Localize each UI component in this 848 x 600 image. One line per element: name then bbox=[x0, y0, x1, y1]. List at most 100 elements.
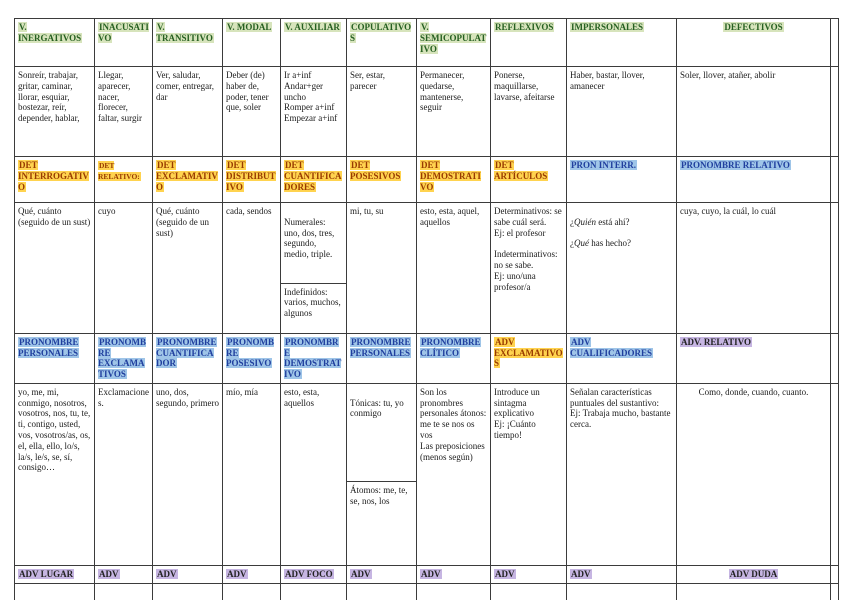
verb-type-label: V. MODAL bbox=[226, 22, 273, 32]
content-cell: Llegar, aparecer, nacer, florecer, falta… bbox=[94, 66, 153, 157]
empty-cell bbox=[830, 18, 839, 67]
content-cell: mi, tu, su bbox=[346, 202, 417, 334]
split-bottom: Indefinidos: varios, muchos, algunos bbox=[281, 282, 346, 322]
adv-type-label: ADV FOCO bbox=[284, 568, 334, 579]
empty-cell bbox=[830, 156, 839, 203]
det-type-label: DET DISTRIBUTIVO bbox=[226, 160, 276, 192]
content-cell: Ser, estar, parecer bbox=[346, 66, 417, 157]
text-fragment: ¿ bbox=[570, 238, 574, 249]
text-fragment-italic: Qué bbox=[574, 238, 589, 249]
adv-type-label: ADV bbox=[494, 568, 516, 579]
empty-cell bbox=[830, 66, 839, 157]
content-cell: Exclamaciones. bbox=[94, 382, 153, 566]
empty-cell bbox=[94, 582, 153, 600]
text-fragment: ¿ bbox=[570, 216, 574, 227]
adv-type-label: ADV CUALIFICADORES bbox=[570, 336, 654, 358]
empty-cell bbox=[566, 582, 677, 600]
header-cell: DET EXCLAMATIVO bbox=[152, 156, 223, 203]
header-cell: ADV FOCO bbox=[280, 564, 347, 584]
content-cell: Son los pronombres personales átonos: me… bbox=[416, 382, 491, 566]
header-cell: IMPERSONALES bbox=[566, 18, 677, 67]
header-cell: V. SEMICOPULATIVO bbox=[416, 18, 491, 67]
verb-type-label: V. TRANSITIVO bbox=[156, 22, 214, 43]
header-cell: PRONOMBRE CLÍTICO bbox=[416, 332, 491, 384]
header-cell: DET POSESIVOS bbox=[346, 156, 417, 203]
content-cell: Deber (de) haber de, poder, tener que, s… bbox=[222, 66, 281, 157]
header-cell: DET INTERROGATIVO bbox=[14, 156, 95, 203]
header-cell: ADV. RELATIVO bbox=[676, 332, 831, 384]
pron-type-label: PRONOMBRE CUANTIFICADOR bbox=[156, 336, 217, 369]
verb-type-label: V. AUXILIAR bbox=[284, 22, 341, 32]
verb-type-label: DEFECTIVOS bbox=[723, 22, 784, 32]
text-fragment: has hecho? bbox=[589, 238, 631, 249]
content-cell: Qué, cuánto (seguido de un sust) bbox=[152, 202, 223, 334]
empty-cell bbox=[830, 202, 839, 334]
header-cell: ADV EXCLAMATIVOS bbox=[490, 332, 567, 384]
content-cell: Ver, saludar, comer, entregar, dar bbox=[152, 66, 223, 157]
header-cell: DET DEMOSTRATIVO bbox=[416, 156, 491, 203]
content-cell: cuyo bbox=[94, 202, 153, 334]
header-cell: ADV bbox=[152, 564, 223, 584]
question-line: ¿Quién está ahí? bbox=[570, 217, 673, 228]
header-cell: DEFECTIVOS bbox=[676, 18, 831, 67]
adv-type-label: ADV EXCLAMATIVOS bbox=[494, 336, 563, 369]
grammar-table: V. INERGATIVOS INACUSATIVO V. TRANSITIVO… bbox=[14, 18, 839, 600]
header-cell: PRONOMBRE DEMOSTRATIVO bbox=[280, 332, 347, 384]
det-type-label: DET RELATIVO: bbox=[98, 161, 141, 181]
header-cell: ADV bbox=[94, 564, 153, 584]
adv-type-label: ADV bbox=[98, 568, 120, 579]
content-cell: Permanecer, quedarse, mantenerse, seguir bbox=[416, 66, 491, 157]
det-type-label: DET DEMOSTRATIVO bbox=[420, 160, 481, 192]
question-line: ¿Qué has hecho? bbox=[570, 238, 673, 249]
content-cell: Soler, llover, atañer, abolir bbox=[676, 66, 831, 157]
det-type-label: DET POSESIVOS bbox=[350, 160, 402, 181]
empty-cell bbox=[830, 582, 839, 600]
header-cell: V. MODAL bbox=[222, 18, 281, 67]
header-cell: COPULATIVOS bbox=[346, 18, 417, 67]
verb-type-label: COPULATIVOS bbox=[350, 22, 412, 43]
empty-cell bbox=[346, 582, 417, 600]
content-cell: Como, donde, cuando, cuanto. bbox=[676, 382, 831, 566]
content-cell: Ir a+inf Andar+ger uncho Romper a+inf Em… bbox=[280, 66, 347, 157]
header-cell: ADV bbox=[416, 564, 491, 584]
header-cell: ADV CUALIFICADORES bbox=[566, 332, 677, 384]
header-cell: DET ARTÍCULOS bbox=[490, 156, 567, 203]
adv-type-label: ADV bbox=[420, 568, 442, 579]
header-cell: PRONOMBRE POSESIVO bbox=[222, 332, 281, 384]
empty-cell bbox=[830, 382, 839, 566]
verb-type-label: V. INERGATIVOS bbox=[18, 22, 83, 43]
content-cell-split: Tónicas: tu, yo conmigo Átomos: me, te, … bbox=[346, 382, 417, 566]
header-cell: ADV DUDA bbox=[676, 564, 831, 584]
content-cell: mío, mía bbox=[222, 382, 281, 566]
header-cell: ADV bbox=[346, 564, 417, 584]
header-cell: DET DISTRIBUTIVO bbox=[222, 156, 281, 203]
pron-type-label: PRON INTERR. bbox=[570, 160, 638, 170]
adv-type-label: ADV. RELATIVO bbox=[680, 336, 753, 347]
content-cell: yo, me, mi, conmigo, nosotros, vosotros,… bbox=[14, 382, 95, 566]
pron-type-label: PRONOMBRE DEMOSTRATIVO bbox=[284, 336, 342, 380]
empty-cell bbox=[676, 582, 831, 600]
split-bottom: Átomos: me, te, se, nos, los bbox=[347, 481, 416, 510]
content-cell: Señalan características puntuales del su… bbox=[566, 382, 677, 566]
header-cell: PRONOMBRE PERSONALES bbox=[14, 332, 95, 384]
header-cell: PRONOMBRE RELATIVO bbox=[676, 156, 831, 203]
det-type-label: DET CUANTIFICADORES bbox=[284, 160, 342, 192]
det-type-label: DET INTERROGATIVO bbox=[18, 160, 89, 192]
header-cell: V. AUXILIAR bbox=[280, 18, 347, 67]
det-type-label: DET ARTÍCULOS bbox=[494, 160, 549, 181]
header-cell: PRONOMBRE CUANTIFICADOR bbox=[152, 332, 223, 384]
empty-cell bbox=[280, 582, 347, 600]
det-type-label: DET EXCLAMATIVO bbox=[156, 160, 218, 192]
header-cell: DET RELATIVO: bbox=[94, 156, 153, 203]
pron-type-label: PRONOMBRE CLÍTICO bbox=[420, 336, 481, 358]
header-cell: ADV bbox=[566, 564, 677, 584]
content-cell: Introduce un sintagma explicativo Ej: ¡C… bbox=[490, 382, 567, 566]
header-cell: ADV LUGAR bbox=[14, 564, 95, 584]
header-cell: REFLEXIVOS bbox=[490, 18, 567, 67]
empty-cell bbox=[152, 582, 223, 600]
header-cell: INACUSATIVO bbox=[94, 18, 153, 67]
content-cell: uno, dos, segundo, primero bbox=[152, 382, 223, 566]
header-cell: PRONOMBRE PERSONALES bbox=[346, 332, 417, 384]
content-cell: Qué, cuánto (seguido de un sust) bbox=[14, 202, 95, 334]
